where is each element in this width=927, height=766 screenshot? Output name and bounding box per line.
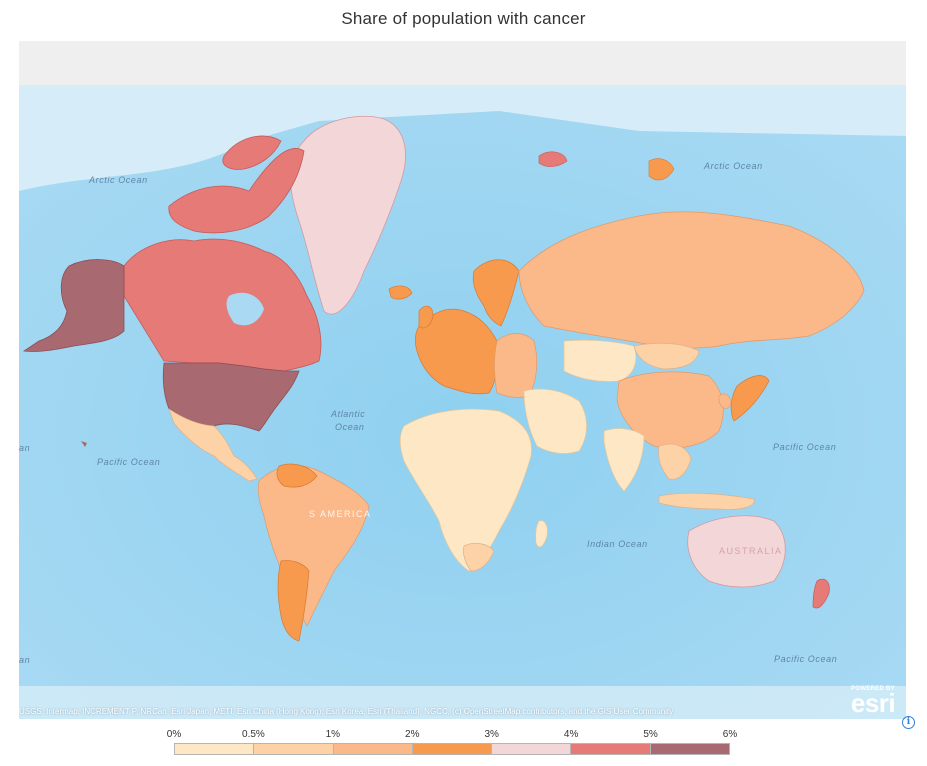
- country-madagascar[interactable]: [535, 520, 548, 548]
- country-hawaii: [81, 441, 87, 447]
- map-title: Share of population with cancer: [341, 9, 586, 28]
- country-new-zealand[interactable]: [812, 578, 830, 609]
- esri-brand: esri: [850, 688, 896, 718]
- legend-tick-label: 2%: [405, 729, 420, 740]
- country-eastern-europe[interactable]: [494, 333, 538, 398]
- country-uk[interactable]: [418, 305, 434, 329]
- country-indonesia[interactable]: [658, 492, 755, 510]
- country-middle-east[interactable]: [523, 388, 587, 454]
- country-canada[interactable]: [123, 238, 322, 372]
- ocean-label-pacific-west: Pacific Ocean: [97, 457, 160, 467]
- ocean-label-atlantic-1: Atlantic: [330, 409, 365, 419]
- country-japan[interactable]: [730, 375, 770, 422]
- legend-tick-label: 0.5%: [242, 729, 265, 740]
- legend-swatch-row: [174, 743, 730, 755]
- continent-label-australia: AUSTRALIA: [719, 546, 783, 556]
- ocean-label-arctic-west: Arctic Ocean: [88, 175, 148, 185]
- antarctic-ice: [19, 686, 906, 719]
- country-argentina[interactable]: [277, 560, 310, 642]
- legend-swatch: [412, 744, 493, 754]
- world-map[interactable]: Arctic Ocean Arctic Ocean Atlantic Ocean…: [19, 41, 906, 719]
- country-canada-islands-2[interactable]: [222, 135, 282, 170]
- legend-tick-label: 0%: [166, 729, 182, 740]
- legend-swatch: [650, 744, 729, 754]
- country-scandinavia[interactable]: [472, 259, 520, 327]
- info-icon[interactable]: i: [902, 716, 915, 729]
- hudson-bay: [226, 292, 264, 326]
- country-western-europe[interactable]: [414, 308, 499, 395]
- country-australia[interactable]: [687, 515, 786, 588]
- map-attribution: USGS, Intermap, INCREMENT P, NRCan, Esri…: [19, 707, 674, 716]
- country-iceland[interactable]: [388, 285, 413, 300]
- ocean-label-pacific-east-n: Pacific Ocean: [773, 442, 836, 452]
- country-svalbard[interactable]: [538, 151, 568, 167]
- esri-logo[interactable]: POWERED BY esri: [841, 684, 905, 717]
- continent-label-south-america: S AMERICA: [309, 509, 372, 519]
- legend-swatch: [254, 744, 334, 754]
- country-southeast-asia[interactable]: [658, 443, 692, 480]
- country-canada-islands[interactable]: [168, 148, 305, 234]
- country-russia[interactable]: [518, 211, 865, 349]
- country-mexico[interactable]: [168, 408, 258, 482]
- country-central-asia[interactable]: [563, 339, 637, 382]
- legend-swatch: [571, 744, 651, 754]
- country-alaska[interactable]: [22, 259, 125, 352]
- legend-tick-label: 1%: [325, 729, 341, 740]
- country-greenland[interactable]: [289, 115, 406, 315]
- legend-tick-label: 4%: [563, 729, 579, 740]
- map-legend: 0% 0.5% 1% 2% 3% 4% 5% 6%: [167, 729, 737, 759]
- ocean-label-edge-bottom: an: [19, 655, 30, 665]
- ocean-label-atlantic-2: Ocean: [335, 422, 365, 432]
- legend-swatch: [333, 744, 413, 754]
- ocean-label-arctic-east: Arctic Ocean: [703, 161, 763, 171]
- ocean-label-pacific-east-s: Pacific Ocean: [774, 654, 837, 664]
- map-view[interactable]: Arctic Ocean Arctic Ocean Atlantic Ocean…: [19, 41, 906, 719]
- ocean-label-edge-top: an: [19, 443, 30, 453]
- arctic-ice: [19, 85, 906, 191]
- legend-swatch: [175, 744, 255, 754]
- country-india[interactable]: [603, 428, 645, 492]
- esri-powered-by: POWERED BY: [850, 686, 895, 692]
- legend-tick-label: 6%: [722, 729, 738, 740]
- legend-swatch: [492, 744, 572, 754]
- ocean-label-indian: Indian Ocean: [587, 539, 648, 549]
- country-south-america[interactable]: [257, 465, 370, 627]
- ocean: [19, 85, 906, 719]
- legend-tick-label: 3%: [484, 729, 499, 740]
- country-russia-islands[interactable]: [648, 158, 675, 181]
- country-brazil-north[interactable]: [276, 463, 318, 488]
- country-africa[interactable]: [399, 408, 532, 572]
- legend-tick-label: 5%: [643, 729, 658, 740]
- country-mongolia[interactable]: [633, 342, 700, 370]
- country-south-africa[interactable]: [463, 542, 495, 572]
